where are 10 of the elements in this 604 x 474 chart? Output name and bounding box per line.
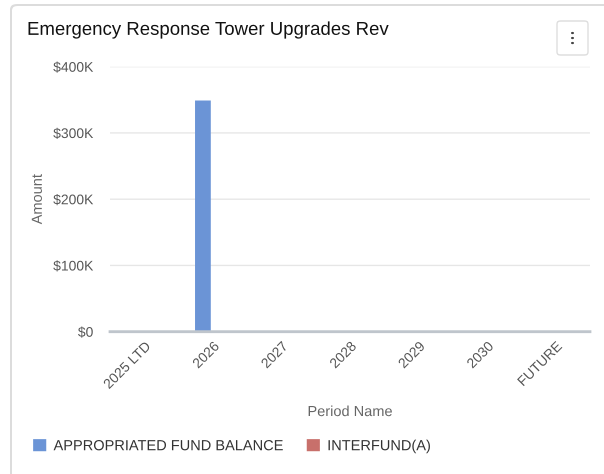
y-tick-label: $400K [53,61,94,73]
y-tick-label: $100K [53,260,94,272]
chart-title: Emergency Response Tower Upgrades Rev [28,21,389,39]
x-axis-title: Period Name [308,405,392,416]
y-tick-label: $300K [53,128,94,139]
legend-label: INTERFUND(A) [328,440,430,454]
y-axis-title: Amount [32,174,42,224]
y-tick-label: $200K [53,194,94,206]
y-tick-label: $0 [78,326,93,338]
legend-label: APPROPRIATED FUND BALANCE [54,440,283,450]
